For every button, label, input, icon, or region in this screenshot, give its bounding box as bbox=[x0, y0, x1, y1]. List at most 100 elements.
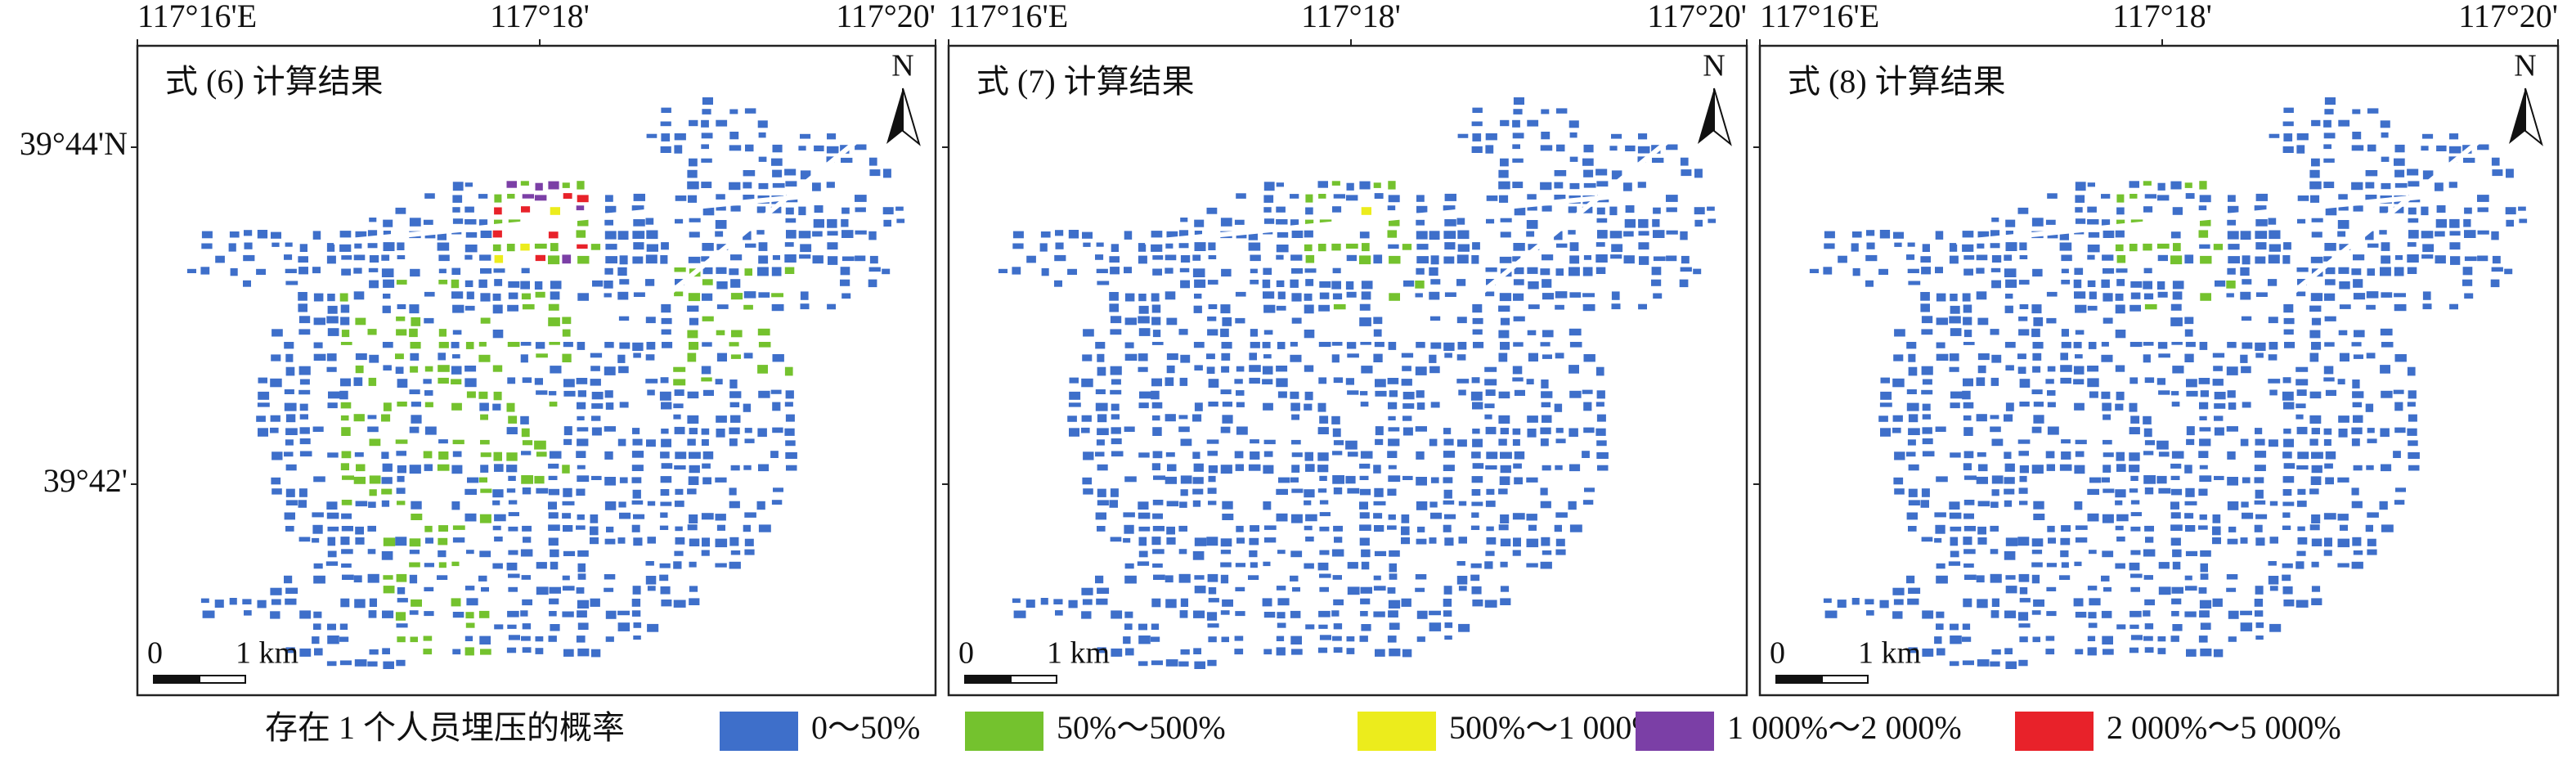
building bbox=[1936, 353, 1949, 361]
building bbox=[1124, 426, 1135, 432]
building bbox=[452, 218, 464, 224]
building bbox=[1333, 599, 1344, 606]
building bbox=[1347, 390, 1359, 395]
building bbox=[2394, 427, 2406, 433]
building bbox=[2283, 463, 2296, 469]
building bbox=[1290, 477, 1299, 483]
building bbox=[2059, 464, 2072, 471]
building bbox=[702, 293, 713, 301]
building bbox=[1360, 340, 1371, 345]
building bbox=[1499, 476, 1510, 485]
building bbox=[2172, 291, 2183, 300]
building bbox=[1977, 599, 1988, 609]
building bbox=[2129, 341, 2143, 348]
building bbox=[1416, 501, 1428, 510]
building bbox=[1180, 354, 1191, 363]
building bbox=[674, 389, 684, 396]
building bbox=[2184, 465, 2192, 474]
building bbox=[1179, 501, 1187, 508]
building bbox=[2282, 586, 2293, 595]
building bbox=[1977, 452, 1986, 457]
building bbox=[617, 291, 629, 300]
building bbox=[2283, 402, 2295, 410]
building bbox=[1388, 610, 1398, 618]
building bbox=[1512, 366, 1523, 375]
building bbox=[492, 525, 501, 531]
building bbox=[577, 648, 590, 657]
building bbox=[1500, 231, 1511, 238]
building bbox=[2170, 303, 2182, 311]
building bbox=[2130, 281, 2143, 288]
building bbox=[1486, 537, 1497, 545]
building bbox=[731, 330, 743, 338]
building bbox=[341, 330, 350, 338]
building bbox=[1111, 403, 1120, 411]
building bbox=[2185, 550, 2198, 556]
building bbox=[758, 182, 769, 190]
building bbox=[1207, 487, 1217, 494]
building bbox=[647, 586, 656, 591]
building bbox=[1637, 182, 1646, 188]
building bbox=[1263, 451, 1273, 457]
building bbox=[2074, 465, 2085, 474]
building bbox=[1332, 575, 1342, 580]
building bbox=[1192, 477, 1204, 484]
building bbox=[341, 268, 351, 276]
building bbox=[1569, 292, 1582, 298]
building bbox=[340, 402, 352, 409]
building bbox=[1950, 391, 1963, 399]
building bbox=[2186, 379, 2197, 388]
building bbox=[506, 181, 517, 188]
building bbox=[535, 182, 543, 191]
building bbox=[2228, 526, 2237, 532]
building bbox=[2379, 206, 2389, 213]
building bbox=[757, 267, 769, 276]
building bbox=[1512, 377, 1524, 382]
building bbox=[1178, 329, 1188, 335]
building bbox=[230, 267, 238, 276]
building bbox=[424, 586, 434, 591]
building bbox=[2004, 268, 2017, 277]
building bbox=[1443, 599, 1452, 607]
top-tick-label: 117°16'E bbox=[1760, 0, 1879, 34]
building bbox=[2366, 465, 2374, 470]
building bbox=[1485, 267, 1497, 272]
building bbox=[1360, 402, 1369, 407]
building bbox=[1151, 660, 1163, 666]
building bbox=[479, 402, 489, 411]
building bbox=[1936, 293, 1946, 302]
building bbox=[1263, 218, 1275, 224]
building bbox=[1922, 414, 1931, 420]
building bbox=[1304, 500, 1312, 505]
building bbox=[284, 254, 293, 260]
building bbox=[800, 291, 809, 300]
building bbox=[855, 230, 867, 235]
building bbox=[1193, 463, 1204, 472]
building bbox=[451, 291, 464, 299]
building bbox=[1512, 132, 1524, 139]
building bbox=[215, 255, 225, 263]
building bbox=[1936, 476, 1948, 483]
building bbox=[1207, 451, 1218, 456]
building bbox=[1179, 377, 1188, 386]
building bbox=[1319, 292, 1330, 299]
building bbox=[1921, 366, 1933, 375]
building bbox=[464, 647, 474, 656]
building bbox=[1977, 231, 1990, 238]
building bbox=[271, 231, 281, 239]
building bbox=[2282, 255, 2291, 264]
building bbox=[452, 304, 464, 313]
building bbox=[1498, 524, 1509, 531]
building bbox=[1976, 254, 1988, 261]
building bbox=[2198, 525, 2208, 530]
building bbox=[340, 415, 349, 421]
building bbox=[1333, 487, 1343, 495]
building bbox=[868, 231, 877, 240]
building bbox=[631, 599, 641, 607]
building bbox=[2103, 293, 2113, 302]
building bbox=[1472, 317, 1483, 325]
building bbox=[1290, 354, 1302, 362]
scale-bar bbox=[153, 675, 200, 684]
building bbox=[2324, 109, 2334, 115]
building bbox=[2129, 427, 2140, 434]
